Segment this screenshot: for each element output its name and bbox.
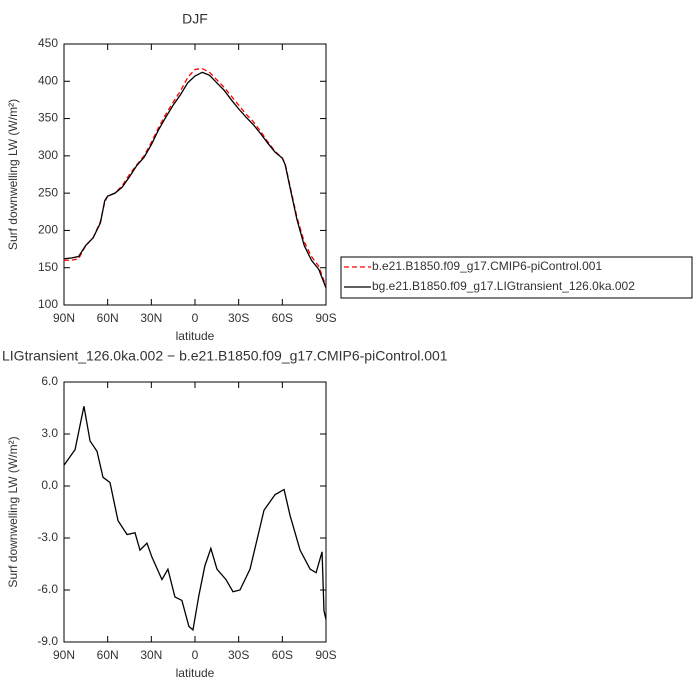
y-tick-label: -6.0 xyxy=(37,582,58,596)
y-axis-label: Surf downwelling LW (W/m²) xyxy=(6,99,20,250)
x-tick-label: 90N xyxy=(53,311,75,325)
y-tick-label: 100 xyxy=(38,297,58,311)
data-line xyxy=(63,406,327,632)
y-tick-label: -3.0 xyxy=(37,530,58,544)
y-tick-label: 300 xyxy=(38,148,58,162)
plot-frame xyxy=(63,43,327,306)
y-tick-label: 400 xyxy=(38,73,58,87)
legend-box xyxy=(340,256,693,299)
y-tick-label: 3.0 xyxy=(41,426,58,440)
x-tick-label: 90N xyxy=(53,648,75,662)
y-tick-label: -9.0 xyxy=(37,634,58,648)
y-tick-label: 150 xyxy=(38,260,58,274)
y-tick-label: 350 xyxy=(38,111,58,125)
chart-title: LIGtransient_126.0ka.002 − b.e21.B1850.f… xyxy=(2,348,448,364)
y-tick-label: 450 xyxy=(38,36,58,50)
x-tick-label: 30N xyxy=(140,311,162,325)
y-tick-label: 6.0 xyxy=(41,374,58,388)
x-tick-label: 30S xyxy=(228,311,249,325)
x-tick-label: 30N xyxy=(140,648,162,662)
y-tick-label: 200 xyxy=(38,223,58,237)
x-tick-label: 30S xyxy=(228,648,249,662)
x-tick-label: 0 xyxy=(192,648,199,662)
x-axis-label: latitude xyxy=(176,666,215,680)
plot-frame xyxy=(63,381,327,643)
y-axis-label: Surf downwelling LW (W/m²) xyxy=(6,436,20,587)
x-tick-label: 60N xyxy=(97,311,119,325)
x-tick-label: 0 xyxy=(192,311,199,325)
data-line xyxy=(63,71,327,289)
x-axis-label: latitude xyxy=(176,329,215,343)
legend-label: bg.e21.B1850.f09_g17.LIGtransient_126.0k… xyxy=(372,279,635,293)
x-tick-label: 60N xyxy=(97,648,119,662)
x-tick-label: 90S xyxy=(315,311,336,325)
legend-label: b.e21.B1850.f09_g17.CMIP6-piControl.001 xyxy=(372,259,602,273)
y-tick-label: 0.0 xyxy=(41,478,58,492)
x-tick-label: 90S xyxy=(315,648,336,662)
y-tick-label: 250 xyxy=(38,185,58,199)
x-tick-label: 60S xyxy=(272,648,293,662)
x-tick-label: 60S xyxy=(272,311,293,325)
data-line xyxy=(64,67,327,287)
chart-title: DJF xyxy=(182,11,208,27)
